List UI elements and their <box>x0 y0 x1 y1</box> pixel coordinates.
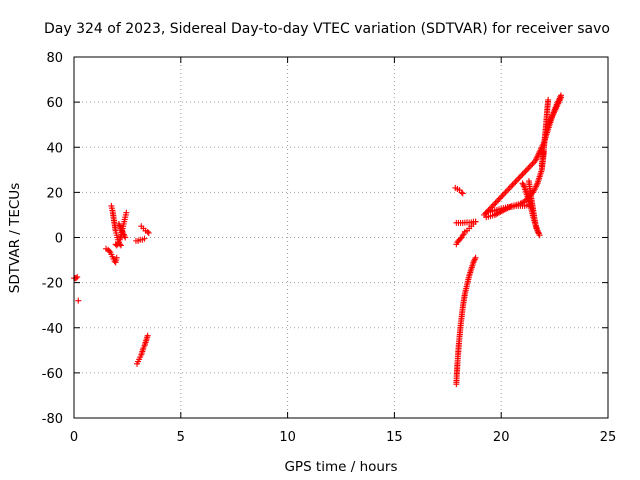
data-point <box>492 199 499 206</box>
data-point <box>503 187 510 194</box>
y-tick-label: 0 <box>55 232 63 247</box>
data-point <box>508 183 515 190</box>
data-point <box>516 174 523 181</box>
data-point <box>141 235 148 242</box>
data-point <box>496 195 503 202</box>
data-points <box>71 92 565 388</box>
data-point <box>458 189 465 196</box>
data-point <box>106 248 113 255</box>
data-point <box>519 171 526 178</box>
y-tick-label: -40 <box>42 322 63 337</box>
data-point <box>499 192 506 199</box>
data-point <box>457 235 464 242</box>
data-point <box>493 198 500 205</box>
data-point <box>472 218 479 225</box>
data-point <box>535 229 542 236</box>
data-point <box>545 96 552 103</box>
data-point <box>113 254 120 261</box>
x-tick-label: 10 <box>279 430 296 445</box>
x-tick-label: 15 <box>386 430 403 445</box>
data-point <box>501 190 508 197</box>
y-tick-label: -60 <box>42 367 63 382</box>
y-tick-label: 60 <box>46 96 63 111</box>
data-point <box>520 169 527 176</box>
x-tick-label: 25 <box>600 430 617 445</box>
data-point <box>75 297 82 304</box>
data-point <box>518 172 525 179</box>
data-point <box>122 234 129 241</box>
y-tick-label: 40 <box>46 141 63 156</box>
data-point <box>145 229 152 236</box>
x-axis-label: GPS time / hours <box>284 459 397 475</box>
y-tick-label: -80 <box>42 412 63 427</box>
data-point <box>144 228 151 235</box>
data-point <box>505 186 512 193</box>
data-point <box>528 162 535 169</box>
x-tick-label: 20 <box>493 430 510 445</box>
data-point <box>459 232 466 239</box>
data-point <box>558 94 565 101</box>
data-point <box>74 273 81 280</box>
data-point <box>511 180 518 187</box>
data-point <box>113 242 120 249</box>
data-point <box>515 175 522 182</box>
data-point <box>123 209 130 216</box>
x-tick-label: 5 <box>177 430 185 445</box>
data-point <box>491 201 498 208</box>
data-point <box>459 190 466 197</box>
y-tick-label: 80 <box>46 51 63 66</box>
data-point <box>506 184 513 191</box>
data-point <box>529 160 536 167</box>
data-point <box>513 177 520 184</box>
data-point <box>495 196 502 203</box>
chart-title: Day 324 of 2023, Sidereal Day-to-day VTE… <box>44 21 610 37</box>
y-axis-label: SDTVAR / TECUs <box>7 183 23 293</box>
axis-ticks: 0 5 10 15 20 25 -80 -60 -40 -20 0 20 40 60 80 <box>42 51 617 445</box>
data-point <box>525 165 532 172</box>
data-point <box>502 189 509 196</box>
data-point <box>522 168 529 175</box>
data-point <box>523 166 530 173</box>
grid <box>74 57 608 418</box>
data-point <box>498 193 505 200</box>
y-tick-label: -20 <box>42 277 63 292</box>
y-tick-label: 20 <box>46 186 63 201</box>
data-point <box>526 163 533 170</box>
data-point <box>488 204 495 211</box>
data-point <box>512 178 519 185</box>
data-point <box>472 254 479 261</box>
x-tick-label: 0 <box>70 430 78 445</box>
data-point <box>509 181 516 188</box>
data-point <box>144 332 151 339</box>
